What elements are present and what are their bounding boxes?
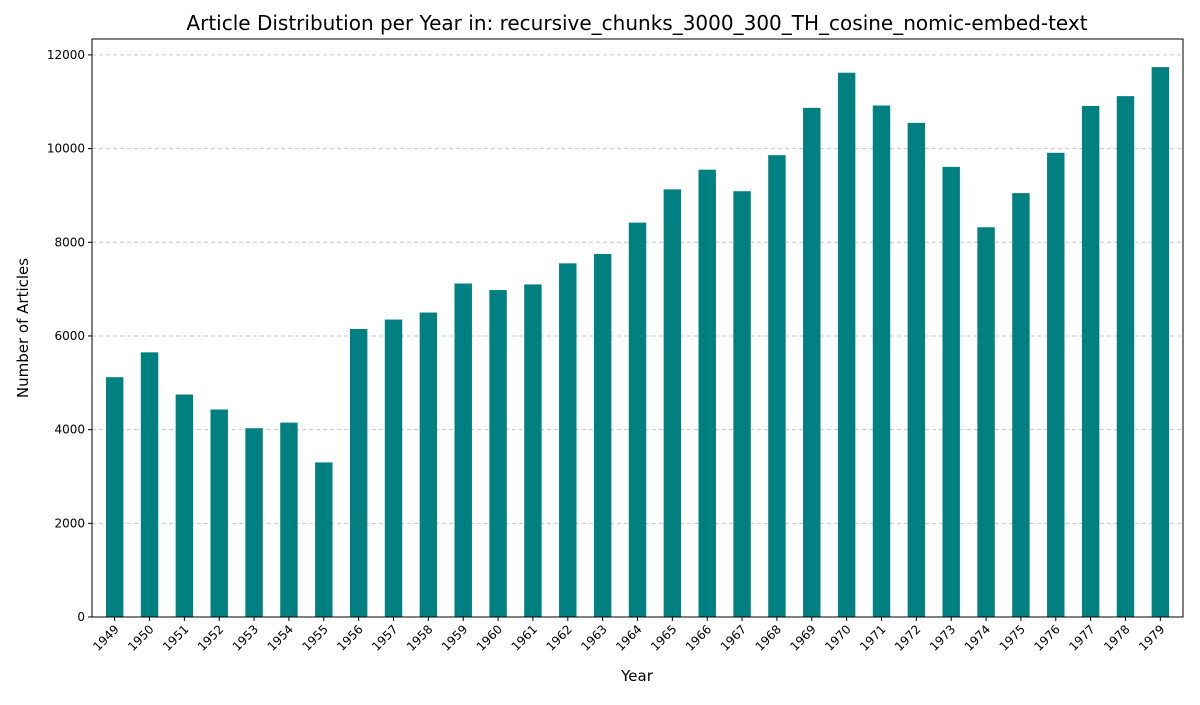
chart-title: Article Distribution per Year in: recurs…: [186, 11, 1087, 35]
bar-1972: [907, 122, 926, 618]
bar-1956: [349, 328, 368, 617]
y-tick-label: 2000: [54, 516, 85, 530]
bar-1949: [105, 377, 124, 617]
x-tick-label: 1949: [90, 622, 121, 653]
x-tick-label: 1965: [648, 622, 679, 653]
bar-1974: [977, 227, 995, 617]
bar-1951: [175, 394, 194, 617]
bar-1950: [140, 352, 159, 617]
bar-1978: [1116, 96, 1135, 618]
bar-1963: [593, 253, 612, 617]
bar-1955: [315, 462, 333, 617]
x-tick-label: 1962: [543, 622, 574, 653]
x-tick-label: 1963: [578, 622, 609, 653]
bar-1976: [1047, 152, 1065, 617]
bar-1964: [628, 222, 647, 617]
bar-1960: [489, 290, 507, 617]
x-tick-label: 1961: [509, 622, 540, 653]
x-tick-label: 1969: [787, 622, 818, 653]
x-tick-label: 1954: [265, 622, 296, 653]
y-tick-label: 6000: [54, 329, 85, 343]
bar-1973: [942, 166, 960, 618]
bar-1957: [384, 319, 403, 617]
y-tick-label: 8000: [54, 235, 85, 249]
x-tick-label: 1950: [125, 622, 156, 653]
x-tick-label: 1953: [230, 622, 261, 653]
x-tick-label: 1968: [753, 622, 784, 653]
x-tick-label: 1978: [1101, 622, 1132, 653]
bar-1968: [768, 155, 786, 617]
x-tick-label: 1952: [195, 622, 226, 653]
bar-1954: [280, 422, 298, 617]
x-tick-label: 1973: [927, 622, 958, 653]
x-tick-label: 1972: [892, 622, 923, 653]
x-tick-label: 1971: [857, 622, 888, 653]
bar-1952: [210, 409, 228, 617]
x-axis: 1949 1950 1951 1952 1953 1954 1955 1956 1957 1958…: [90, 617, 1167, 654]
bar-1971: [872, 105, 891, 618]
bar-1967: [733, 191, 751, 618]
y-tick-label: 4000: [54, 423, 85, 437]
x-tick-label: 1957: [369, 622, 400, 653]
bar-1966: [698, 169, 716, 618]
y-tick-label: 12000: [47, 48, 85, 62]
bar-1959: [454, 283, 472, 617]
bar-1961: [524, 284, 542, 617]
x-tick-label: 1956: [334, 622, 365, 653]
bar-1969: [803, 107, 821, 618]
bars-layer: [105, 67, 1170, 618]
x-tick-label: 1955: [299, 622, 330, 653]
x-tick-label: 1966: [683, 622, 714, 653]
y-tick-label: 0: [77, 610, 85, 624]
x-tick-label: 1960: [474, 622, 505, 653]
x-tick-label: 1975: [997, 622, 1028, 653]
bar-1970: [837, 72, 856, 617]
bar-1962: [559, 263, 577, 617]
x-tick-label: 1974: [962, 622, 993, 653]
bar-1979: [1151, 67, 1170, 617]
x-tick-label: 1970: [822, 622, 853, 653]
bar-1953: [245, 428, 263, 617]
x-axis-title: Year: [620, 667, 654, 685]
y-axis-title: Number of Articles: [14, 258, 32, 398]
bar-1975: [1012, 193, 1030, 617]
x-tick-label: 1967: [718, 622, 749, 653]
x-tick-label: 1977: [1066, 622, 1097, 653]
x-tick-label: 1959: [439, 622, 470, 653]
y-tick-label: 10000: [47, 142, 85, 156]
x-tick-label: 1979: [1136, 622, 1167, 653]
bar-1977: [1081, 105, 1100, 617]
x-tick-label: 1958: [404, 622, 435, 653]
x-tick-label: 1976: [1031, 622, 1062, 653]
bar-1965: [663, 189, 682, 617]
bar-1958: [419, 312, 438, 617]
y-axis: 0 2000 4000 6000 8000 10000 12000: [47, 48, 92, 624]
x-tick-label: 1964: [613, 622, 644, 653]
x-tick-label: 1951: [160, 622, 191, 653]
